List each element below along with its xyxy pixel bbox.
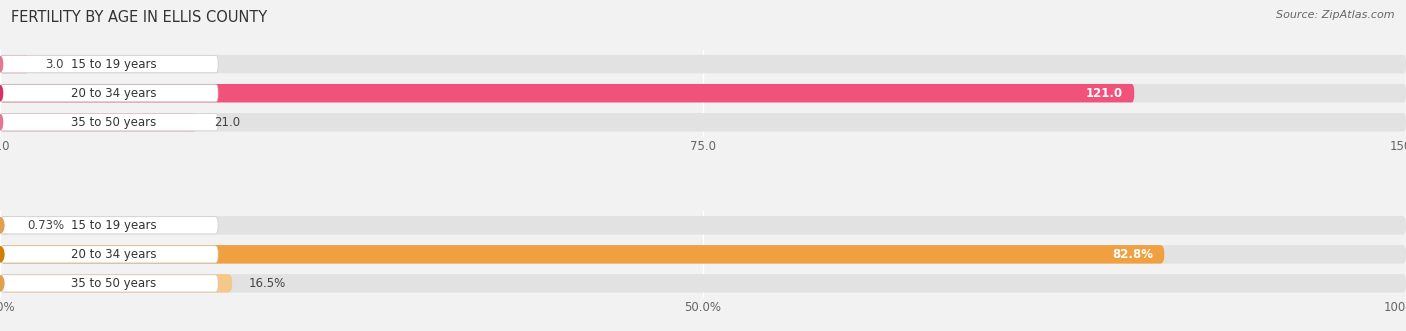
FancyBboxPatch shape bbox=[0, 84, 1135, 102]
FancyBboxPatch shape bbox=[0, 84, 1406, 102]
Circle shape bbox=[0, 115, 3, 130]
Text: 20 to 34 years: 20 to 34 years bbox=[70, 87, 156, 100]
Text: Source: ZipAtlas.com: Source: ZipAtlas.com bbox=[1277, 10, 1395, 20]
Circle shape bbox=[0, 247, 4, 262]
Text: FERTILITY BY AGE IN ELLIS COUNTY: FERTILITY BY AGE IN ELLIS COUNTY bbox=[11, 10, 267, 25]
Text: 15 to 19 years: 15 to 19 years bbox=[70, 219, 156, 232]
FancyBboxPatch shape bbox=[0, 216, 10, 235]
FancyBboxPatch shape bbox=[0, 217, 218, 234]
Text: 35 to 50 years: 35 to 50 years bbox=[70, 277, 156, 290]
Text: 21.0: 21.0 bbox=[214, 116, 240, 129]
Circle shape bbox=[0, 218, 4, 233]
Text: 0.73%: 0.73% bbox=[27, 219, 65, 232]
Text: 35 to 50 years: 35 to 50 years bbox=[70, 116, 156, 129]
FancyBboxPatch shape bbox=[0, 56, 218, 73]
FancyBboxPatch shape bbox=[0, 274, 1406, 293]
Text: 121.0: 121.0 bbox=[1085, 87, 1123, 100]
FancyBboxPatch shape bbox=[0, 85, 218, 102]
FancyBboxPatch shape bbox=[0, 245, 1164, 263]
FancyBboxPatch shape bbox=[0, 55, 28, 73]
Text: 15 to 19 years: 15 to 19 years bbox=[70, 58, 156, 71]
Circle shape bbox=[0, 86, 3, 101]
FancyBboxPatch shape bbox=[0, 114, 218, 131]
FancyBboxPatch shape bbox=[0, 113, 1406, 131]
FancyBboxPatch shape bbox=[0, 274, 232, 293]
Text: 16.5%: 16.5% bbox=[249, 277, 285, 290]
Text: 82.8%: 82.8% bbox=[1112, 248, 1153, 261]
Circle shape bbox=[0, 276, 4, 291]
FancyBboxPatch shape bbox=[0, 216, 1406, 235]
FancyBboxPatch shape bbox=[0, 245, 1406, 263]
FancyBboxPatch shape bbox=[0, 55, 1406, 73]
FancyBboxPatch shape bbox=[0, 113, 197, 131]
FancyBboxPatch shape bbox=[0, 275, 218, 292]
FancyBboxPatch shape bbox=[0, 246, 218, 263]
Text: 20 to 34 years: 20 to 34 years bbox=[70, 248, 156, 261]
Circle shape bbox=[0, 57, 3, 72]
Text: 3.0: 3.0 bbox=[45, 58, 63, 71]
